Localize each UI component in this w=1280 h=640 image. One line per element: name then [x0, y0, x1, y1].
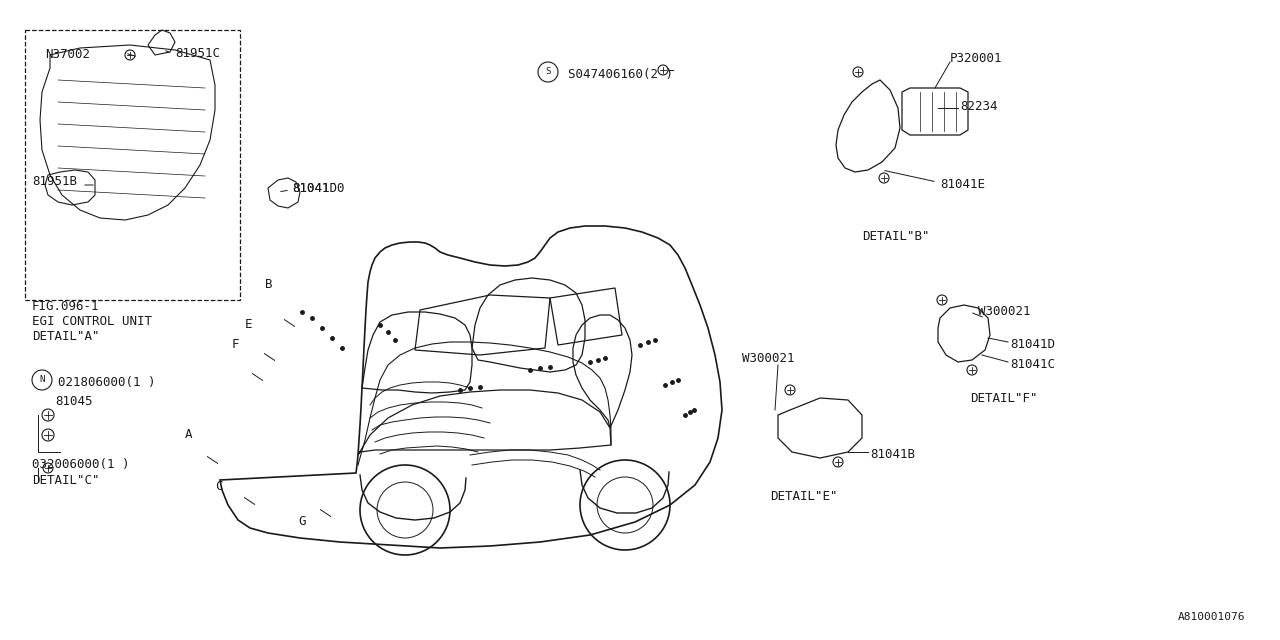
- Text: 81041B: 81041B: [870, 448, 915, 461]
- Text: N37002: N37002: [45, 48, 90, 61]
- Text: C: C: [215, 480, 223, 493]
- Text: 81041̄0: 81041̄0: [292, 182, 344, 195]
- Text: 82234: 82234: [960, 100, 997, 113]
- Text: A: A: [186, 428, 192, 441]
- Text: W300021: W300021: [978, 305, 1030, 318]
- Text: B: B: [265, 278, 273, 291]
- Text: W300021: W300021: [742, 352, 795, 365]
- Text: S: S: [545, 67, 550, 77]
- Text: 81951B: 81951B: [32, 175, 77, 188]
- Text: 81041C: 81041C: [1010, 358, 1055, 371]
- Text: DETAIL"E": DETAIL"E": [771, 490, 837, 503]
- Text: 81041D: 81041D: [1010, 338, 1055, 351]
- Bar: [26, 30, 241, 300]
- Text: F: F: [232, 338, 239, 351]
- Text: N: N: [40, 376, 45, 385]
- Text: DETAIL"A": DETAIL"A": [32, 330, 100, 343]
- Text: 81041E: 81041E: [940, 178, 986, 191]
- Text: E: E: [244, 318, 252, 331]
- Text: A810001076: A810001076: [1178, 612, 1245, 622]
- Text: 021806000(1 ): 021806000(1 ): [58, 376, 155, 389]
- Text: P320001: P320001: [950, 52, 1002, 65]
- Text: G: G: [298, 515, 306, 528]
- Text: EGI CONTROL UNIT: EGI CONTROL UNIT: [32, 315, 152, 328]
- Text: 81951C: 81951C: [175, 47, 220, 60]
- Text: DETAIL"C": DETAIL"C": [32, 474, 100, 487]
- Text: FIG.096-1: FIG.096-1: [32, 300, 100, 313]
- Text: S047406160(2 ): S047406160(2 ): [568, 68, 673, 81]
- Text: DETAIL"B": DETAIL"B": [861, 230, 929, 243]
- Text: 81045: 81045: [55, 395, 92, 408]
- Text: 81041D: 81041D: [292, 182, 337, 195]
- Text: DETAIL"F": DETAIL"F": [970, 392, 1038, 405]
- Text: 032006000(1 ): 032006000(1 ): [32, 458, 129, 471]
